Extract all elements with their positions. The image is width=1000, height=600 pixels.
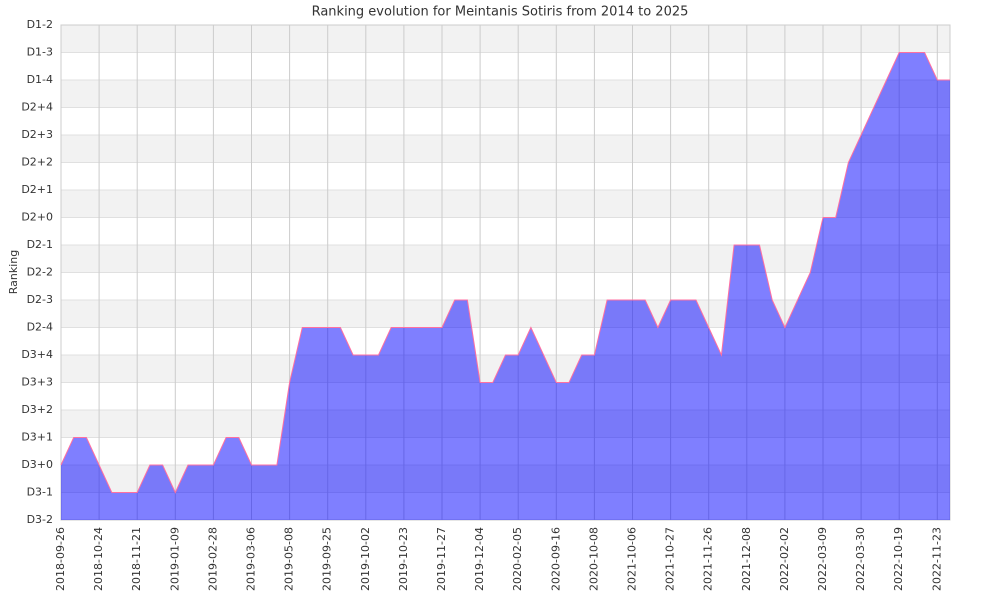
grid-band <box>61 80 950 108</box>
x-tick-label: 2019-05-08 <box>283 527 296 591</box>
y-tick-label: D3+3 <box>21 376 53 389</box>
y-tick-label: D2-4 <box>27 321 53 334</box>
grid-band <box>61 245 950 273</box>
x-tick-label: 2018-09-26 <box>54 527 67 591</box>
y-tick-label: D3+1 <box>21 431 53 444</box>
x-tick-label: 2022-02-02 <box>778 527 791 591</box>
x-tick-label: 2022-03-09 <box>816 527 829 591</box>
y-tick-label: D1-2 <box>27 18 53 31</box>
y-tick-label: D2+3 <box>21 128 53 141</box>
x-tick-label: 2022-03-30 <box>854 527 867 591</box>
y-tick-label: D3+2 <box>21 403 53 416</box>
x-tick-label: 2020-09-16 <box>549 527 562 591</box>
x-tick-label: 2021-10-06 <box>626 527 639 591</box>
y-tick-label: D2+0 <box>21 211 53 224</box>
x-tick-label: 2019-10-23 <box>397 527 410 591</box>
y-tick-label: D3-2 <box>27 513 53 526</box>
y-tick-label: D1-3 <box>27 46 53 59</box>
x-tick-label: 2019-01-09 <box>168 527 181 591</box>
x-tick-label: 2019-09-25 <box>321 527 334 591</box>
y-tick-label: D3+4 <box>21 348 53 361</box>
x-tick-label: 2022-11-23 <box>930 527 943 591</box>
x-tick-label: 2021-11-26 <box>702 527 715 591</box>
y-tick-label: D2-2 <box>27 266 53 279</box>
y-tick-label: D1-4 <box>27 73 53 86</box>
chart-title: Ranking evolution for Meintanis Sotiris … <box>312 5 689 20</box>
y-axis-title: Ranking <box>7 250 20 295</box>
x-tick-label: 2018-11-21 <box>130 527 143 591</box>
x-tick-label: 2019-10-02 <box>359 527 372 591</box>
x-tick-label: 2020-02-05 <box>511 527 524 591</box>
area <box>61 52 950 520</box>
y-tick-label: D2+2 <box>21 156 53 169</box>
x-tick-label: 2019-02-28 <box>206 527 219 591</box>
x-tick-label: 2020-10-08 <box>587 527 600 591</box>
x-tick-label: 2019-11-27 <box>435 527 448 591</box>
grid-band <box>61 25 950 53</box>
x-tick-label: 2021-10-27 <box>664 527 677 591</box>
x-tick-label: 2019-03-06 <box>245 527 258 591</box>
grid-band <box>61 135 950 163</box>
y-tick-label: D2+4 <box>21 101 53 114</box>
x-tick-label: 2021-12-08 <box>740 527 753 591</box>
x-tick-label: 2022-10-19 <box>892 527 905 591</box>
line <box>60 52 950 494</box>
y-tick-label: D2+1 <box>21 183 53 196</box>
y-tick-label: D2-3 <box>27 293 53 306</box>
x-tick-label: 2018-10-24 <box>92 527 105 591</box>
y-tick-label: D3+0 <box>21 458 53 471</box>
y-tick-label: D2-1 <box>27 238 53 251</box>
grid-band <box>61 190 950 218</box>
y-tick-label: D3-1 <box>27 486 53 499</box>
x-tick-label: 2019-12-04 <box>473 527 486 591</box>
